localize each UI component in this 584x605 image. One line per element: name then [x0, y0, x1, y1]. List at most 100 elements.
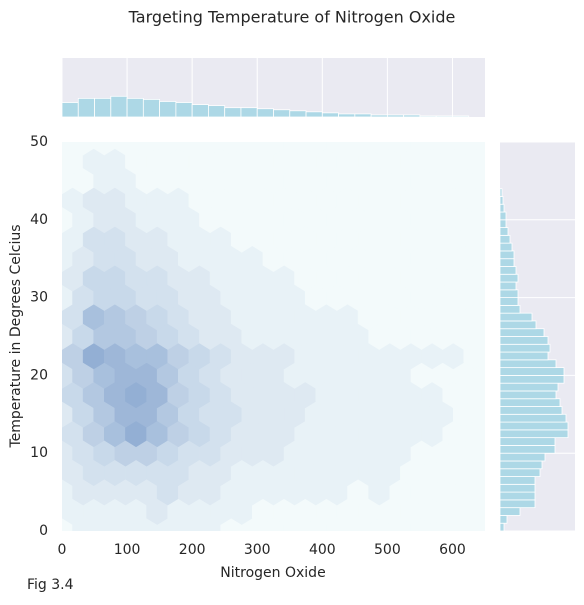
top-hist-bar [61, 102, 79, 118]
top-hist-bar [452, 115, 470, 118]
y-tick-label: 30 [30, 290, 48, 306]
top-hist-bar [305, 111, 323, 118]
right-hist-bar [499, 242, 513, 252]
hex-cell [474, 400, 485, 428]
hex-cell [474, 245, 485, 273]
right-hist-bar [499, 234, 511, 244]
top-hist-bar [338, 113, 356, 118]
right-hist-bar [499, 452, 546, 462]
right-hist-bar [499, 250, 515, 260]
right-hist-bar [499, 336, 549, 345]
right-hist-bar [499, 203, 505, 213]
right-hist-bar [499, 491, 536, 501]
hex-cell [474, 439, 485, 467]
top-hist-bar [224, 107, 242, 118]
right-hist-bar [499, 413, 567, 423]
y-tick-label: 50 [30, 134, 48, 150]
x-tick-label: 500 [374, 542, 401, 558]
hex-cell [474, 478, 485, 506]
right-hist-bar [499, 227, 509, 236]
chart-title: Targeting Temperature of Nitrogen Oxide [128, 8, 456, 27]
right-hist-bar [499, 289, 519, 299]
top-hist-bar [435, 115, 453, 118]
top-hist-bar [110, 95, 128, 118]
y-axis-label: Temperature in Degrees Celcius [8, 224, 24, 448]
top-hist-bar [386, 114, 405, 118]
hex-cell [474, 517, 485, 531]
right-hist-bar [499, 398, 561, 407]
right-hist-bar [499, 507, 521, 516]
hex-cell [62, 517, 73, 531]
right-hist-bar [499, 367, 565, 376]
right-hist-bar [499, 281, 517, 291]
right-hist-bar [499, 421, 569, 431]
right-hist-bar [499, 429, 569, 439]
right-hist-bar [499, 476, 536, 485]
right-hist-bar [499, 304, 521, 314]
right-hist-bar [499, 297, 519, 306]
hex-cell [474, 142, 485, 156]
right-hist-bar [499, 359, 557, 369]
top-hist-bar [370, 114, 388, 118]
right-hist-bar [499, 437, 556, 446]
top-hist-bar [321, 112, 339, 118]
top-hist-bar [256, 108, 274, 118]
right-hist-bar [499, 188, 503, 197]
top-hist-bar [419, 115, 437, 118]
y-tick-label: 0 [39, 523, 48, 539]
y-tick-label: 40 [30, 212, 48, 228]
x-axis-label: Nitrogen Oxide [220, 565, 325, 581]
hex-cell [474, 323, 485, 350]
right-hist-bar [499, 312, 533, 322]
right-hist-bar [499, 406, 563, 415]
top-hist-bar [77, 97, 95, 118]
right-hist-bar [499, 258, 515, 267]
y-tick-label: 20 [30, 367, 48, 383]
right-hist-bar [499, 266, 517, 275]
right-hist-bar [499, 468, 541, 477]
x-tick-label: 600 [439, 542, 466, 558]
top-hist-bar [142, 99, 161, 118]
right-hist-bar [499, 515, 508, 524]
x-tick-label: 300 [244, 542, 271, 558]
right-hist-bar [499, 390, 557, 400]
right-hist-bar [499, 320, 537, 330]
hex-cell [474, 206, 485, 234]
top-hist-bar [175, 102, 193, 118]
top-hist-bar [191, 104, 209, 118]
right-hist-bar [499, 351, 549, 361]
right-hist-bar [499, 328, 545, 337]
x-tick-label: 100 [114, 542, 141, 558]
right-hist-bar [499, 483, 536, 493]
top-hist-bar [289, 110, 307, 118]
right-hist-bar [499, 343, 551, 353]
top-hist-bar [403, 114, 421, 118]
top-hist-bar [354, 113, 372, 118]
top-hist-bar [240, 107, 258, 118]
right-hist-bar [499, 522, 505, 532]
hex-cell [474, 284, 485, 311]
right-hist-bar [499, 273, 519, 283]
top-hist-bar [273, 109, 291, 118]
right-hist-bar [499, 211, 507, 221]
top-hist-bar [126, 97, 144, 118]
x-tick-label: 400 [309, 542, 336, 558]
right-hist-bar [499, 196, 504, 205]
x-tick-label: 0 [58, 542, 67, 558]
right-hist-bar [499, 460, 543, 470]
x-tick-label: 200 [179, 542, 206, 558]
top-hist-bar [208, 105, 226, 118]
right-hist-bar [499, 374, 565, 384]
right-hist-bar [499, 382, 559, 392]
hex-cell [474, 167, 485, 195]
hex-cell [474, 362, 485, 389]
y-tick-label: 10 [30, 445, 48, 461]
caption: Fig 3.4 [27, 577, 74, 593]
right-hist-bar [499, 445, 556, 454]
top-hist-bar [159, 101, 177, 118]
top-hist-bar [94, 97, 112, 118]
right-hist-bar [499, 219, 507, 228]
hexbin-layer [62, 142, 485, 531]
right-hist-bar [499, 499, 536, 509]
